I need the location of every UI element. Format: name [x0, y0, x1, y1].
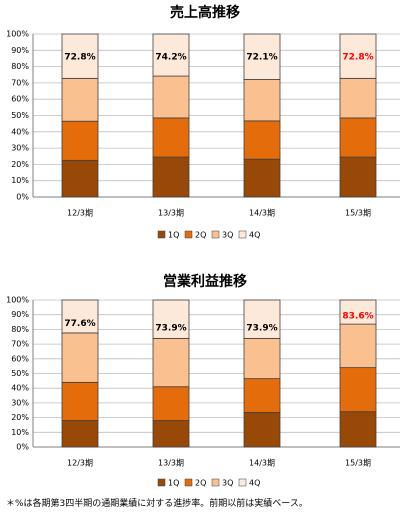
- chart2-y-tick-label: 0%: [16, 443, 29, 452]
- chart2-x-tick-label: 12/3期: [67, 459, 93, 468]
- chart2-legend-swatch: [238, 478, 247, 487]
- chart1-y-tick-label: 50%: [11, 111, 29, 120]
- chart2-bar-2q: [339, 367, 377, 413]
- chart2-bar-1q: [61, 420, 99, 448]
- chart1-x-tick-label: 15/3期: [345, 209, 371, 218]
- chart1-x-tick-label: 12/3期: [67, 209, 93, 218]
- chart1-bar-4q: [61, 33, 99, 79]
- chart2-y-tick-label: 30%: [11, 398, 29, 407]
- chart2-bar-2q: [61, 381, 99, 421]
- chart2-legend-label: 2Q: [195, 479, 206, 488]
- chart1-y-tick-label: 10%: [11, 176, 29, 185]
- chart2-y-tick-label: 60%: [11, 354, 29, 363]
- chart2-y-tick-label: 20%: [11, 413, 29, 422]
- chart2-bar-4q: [61, 299, 99, 334]
- chart2-progress-label: 83.6%: [342, 312, 373, 322]
- chart1-y-tick-label: 30%: [11, 144, 29, 153]
- chart1-bar-3q: [61, 77, 99, 122]
- chart1-y-tick-label: 90%: [11, 46, 29, 55]
- chart2-y-tick-label: 40%: [11, 384, 29, 393]
- chart1-legend-swatch: [211, 230, 220, 239]
- chart2-legend-label: 3Q: [222, 479, 233, 488]
- chart1-title: 売上高推移: [170, 4, 240, 21]
- chart1-progress-label: 74.2%: [155, 52, 186, 62]
- chart2-x-tick-label: 13/3期: [158, 459, 184, 468]
- chart2-progress-label: 77.6%: [64, 319, 95, 329]
- footnote: ＊%は各期第3四半期の通期業績に対する進捗率。前期以前は実績ベース。: [6, 499, 308, 509]
- chart1-bar-2q: [152, 117, 190, 158]
- chart2-y-tick-label: 70%: [11, 340, 29, 349]
- chart1-bar-2q: [243, 120, 281, 160]
- chart2-bar-3q: [243, 337, 281, 380]
- chart2-y-tick-label: 80%: [11, 325, 29, 334]
- chart1-bar-4q: [243, 33, 281, 80]
- chart2-bar-4q: [152, 299, 190, 339]
- chart1-y-tick-label: 20%: [11, 160, 29, 169]
- chart1-bar-1q: [339, 156, 377, 198]
- chart2-x-tick-label: 14/3期: [249, 459, 275, 468]
- chart1-bar-3q: [339, 77, 377, 119]
- chart1-legend-swatch: [184, 230, 193, 239]
- chart2-bar-3q: [152, 337, 190, 388]
- chart2-legend-swatch: [157, 478, 166, 487]
- chart2-title: 営業利益推移: [163, 273, 247, 290]
- chart1-legend-label: 1Q: [168, 231, 179, 240]
- chart2-bar-1q: [243, 412, 281, 448]
- chart2-legend-swatch: [184, 478, 193, 487]
- chart1-bar-4q: [152, 33, 190, 77]
- chart2-legend-label: 4Q: [249, 479, 260, 488]
- chart1-bar-3q: [152, 75, 190, 119]
- chart1-bar-2q: [339, 117, 377, 158]
- chart2-bar-3q: [339, 323, 377, 369]
- chart2-progress-label: 73.9%: [246, 323, 277, 333]
- chart2-y-tick-label: 90%: [11, 310, 29, 319]
- chart2-x-tick-label: 15/3期: [345, 459, 371, 468]
- chart1-y-tick-label: 0%: [16, 193, 29, 202]
- chart1-bar-1q: [243, 158, 281, 198]
- chart1-legend-swatch: [238, 230, 247, 239]
- chart1-progress-label: 72.1%: [246, 52, 277, 62]
- chart2-bar-4q: [243, 299, 281, 339]
- chart1-legend-label: 2Q: [195, 231, 206, 240]
- chart1-legend-swatch: [157, 230, 166, 239]
- chart1-progress-label: 72.8%: [342, 52, 373, 62]
- chart1-y-tick-label: 100%: [6, 30, 29, 39]
- chart2-y-tick-label: 100%: [6, 296, 29, 305]
- chart1-bar-4q: [339, 33, 377, 79]
- chart2-bar-1q: [152, 420, 190, 448]
- chart2-bar-4q: [339, 299, 377, 325]
- chart1-x-tick-label: 14/3期: [249, 209, 275, 218]
- chart1-x-tick-label: 13/3期: [158, 209, 184, 218]
- chart2-y-tick-label: 50%: [11, 369, 29, 378]
- chart1-y-tick-label: 70%: [11, 78, 29, 87]
- chart1-progress-label: 72.8%: [64, 52, 95, 62]
- chart2-y-tick-label: 10%: [11, 428, 29, 437]
- chart1-bar-2q: [61, 120, 99, 161]
- chart2-legend-label: 1Q: [168, 479, 179, 488]
- chart2-bar-1q: [339, 411, 377, 448]
- chart2-bar-2q: [152, 386, 190, 421]
- chart2-progress-label: 73.9%: [155, 323, 186, 333]
- chart1-y-tick-label: 60%: [11, 95, 29, 104]
- chart1-y-tick-label: 40%: [11, 127, 29, 136]
- chart2-legend-swatch: [211, 478, 220, 487]
- chart1-y-tick-label: 80%: [11, 62, 29, 71]
- chart2-bar-3q: [61, 332, 99, 383]
- chart1-bar-1q: [61, 159, 99, 198]
- chart2-bar-2q: [243, 378, 281, 413]
- chart1-bar-1q: [152, 156, 190, 198]
- chart1-legend-label: 4Q: [249, 231, 260, 240]
- chart1-bar-3q: [243, 79, 281, 122]
- chart1-legend-label: 3Q: [222, 231, 233, 240]
